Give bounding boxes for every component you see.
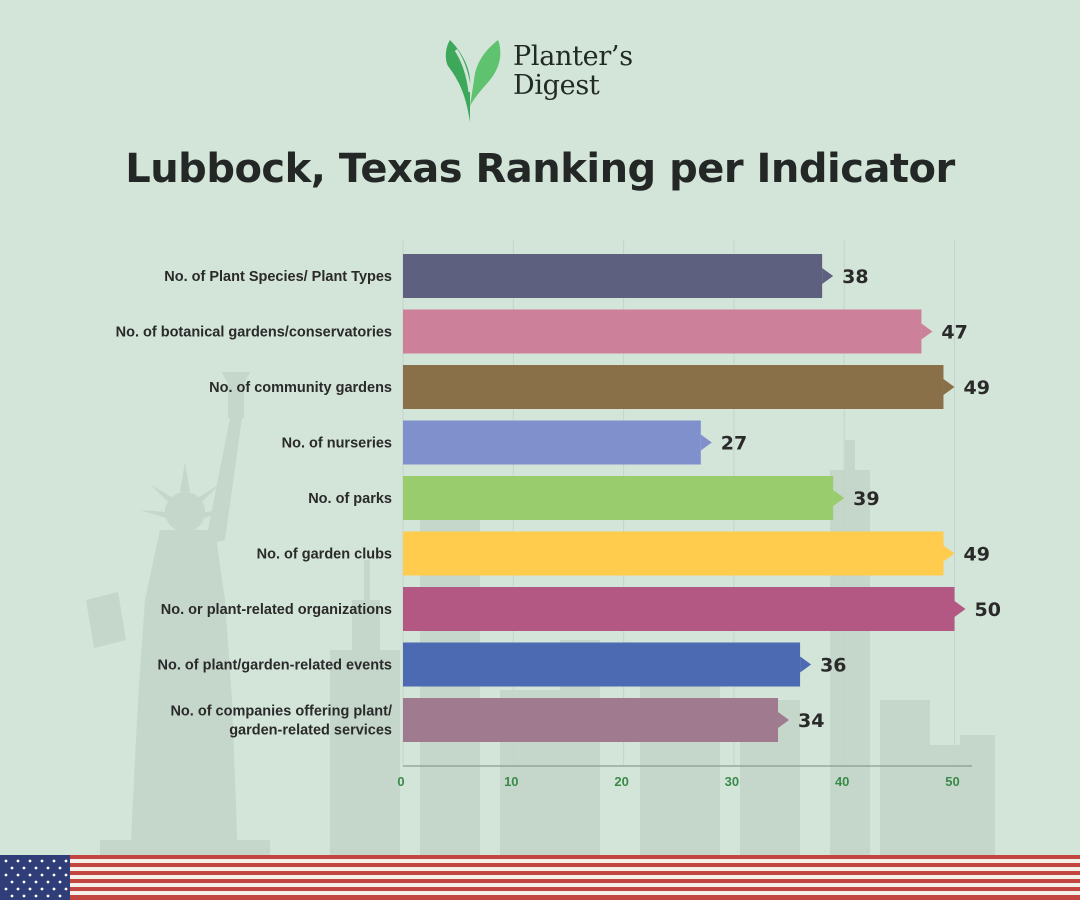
category-label: No. of garden clubs — [257, 547, 392, 563]
x-tick-label: 30 — [725, 774, 739, 789]
value-label: 39 — [853, 488, 879, 510]
value-label: 49 — [963, 377, 989, 399]
bar-pointer — [943, 545, 955, 562]
bar — [403, 309, 922, 354]
bar-pointer — [778, 712, 790, 728]
bar — [403, 587, 955, 631]
leaf-icon — [445, 40, 501, 122]
brand-logo: Planter’s Digest — [440, 36, 650, 126]
bar — [403, 476, 834, 520]
x-tick-label: 40 — [835, 774, 849, 789]
x-tick-label: 20 — [614, 774, 628, 789]
category-label: No. of botanical gardens/conservatories — [116, 325, 392, 341]
bar — [403, 531, 944, 576]
category-label: No. of nurseries — [282, 436, 392, 452]
category-label: garden-related services — [229, 723, 392, 739]
category-label: No. of plant/garden-related events — [158, 658, 392, 674]
bar — [403, 365, 944, 409]
bar-pointer — [833, 490, 845, 506]
bar-pointer — [800, 656, 812, 673]
category-label: No. of community gardens — [209, 380, 392, 396]
x-tick-label: 0 — [397, 774, 404, 789]
bar-pointer — [954, 601, 966, 617]
brand-name-line2: Digest — [513, 70, 600, 101]
value-label: 27 — [721, 433, 747, 455]
bar — [403, 698, 779, 742]
category-label: No. of Plant Species/ Plant Types — [164, 269, 392, 285]
flag-canton — [0, 855, 70, 900]
x-tick-label: 50 — [945, 774, 959, 789]
bar-pointer — [921, 323, 933, 340]
value-label: 50 — [975, 599, 1001, 621]
brand-name: Planter’s Digest — [513, 42, 633, 100]
chart-title: Lubbock, Texas Ranking per Indicator — [125, 146, 955, 192]
brand-name-line1: Planter’s — [513, 41, 633, 72]
category-label: No. of companies offering plant/ — [170, 704, 392, 720]
bar-pointer — [700, 434, 712, 451]
value-label: 49 — [963, 544, 989, 566]
value-label: 34 — [798, 710, 824, 732]
bar — [403, 642, 801, 687]
bar-pointer — [822, 268, 834, 284]
value-label: 36 — [820, 655, 846, 677]
bar — [403, 254, 823, 298]
us-flag-strip — [0, 855, 1080, 900]
value-label: 38 — [842, 266, 868, 288]
category-label: No. or plant-related organizations — [161, 602, 392, 618]
bar — [403, 420, 701, 465]
value-label: 47 — [941, 322, 967, 344]
x-tick-label: 10 — [504, 774, 518, 789]
category-label: No. of parks — [308, 491, 392, 507]
bar-pointer — [943, 379, 955, 395]
